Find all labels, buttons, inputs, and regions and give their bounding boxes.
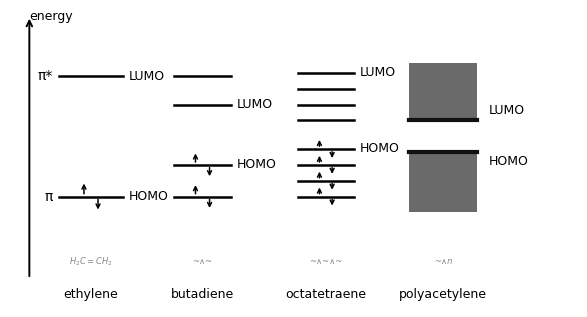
Text: LUMO: LUMO [237, 98, 273, 111]
Text: HOMO: HOMO [129, 190, 169, 203]
Text: polyacetylene: polyacetylene [399, 288, 487, 301]
Bar [409, 63, 477, 120]
Text: HOMO: HOMO [360, 142, 400, 156]
Text: ~∧~∧~: ~∧~∧~ [309, 257, 342, 266]
Text: octatetraene: octatetraene [285, 288, 366, 301]
Text: ~∧~: ~∧~ [193, 257, 212, 266]
Text: ethylene: ethylene [63, 288, 119, 301]
Text: LUMO: LUMO [129, 69, 166, 83]
Text: LUMO: LUMO [489, 104, 525, 118]
Text: $H_2C=CH_2$: $H_2C=CH_2$ [69, 255, 113, 268]
Text: energy: energy [29, 10, 73, 23]
Bar [409, 152, 477, 212]
Text: LUMO: LUMO [360, 66, 396, 80]
Text: ~∧n: ~∧n [434, 257, 453, 266]
Text: π: π [45, 190, 53, 204]
Text: butadiene: butadiene [171, 288, 234, 301]
Text: π*: π* [38, 69, 53, 83]
Text: HOMO: HOMO [489, 155, 529, 168]
Text: HOMO: HOMO [237, 158, 276, 171]
